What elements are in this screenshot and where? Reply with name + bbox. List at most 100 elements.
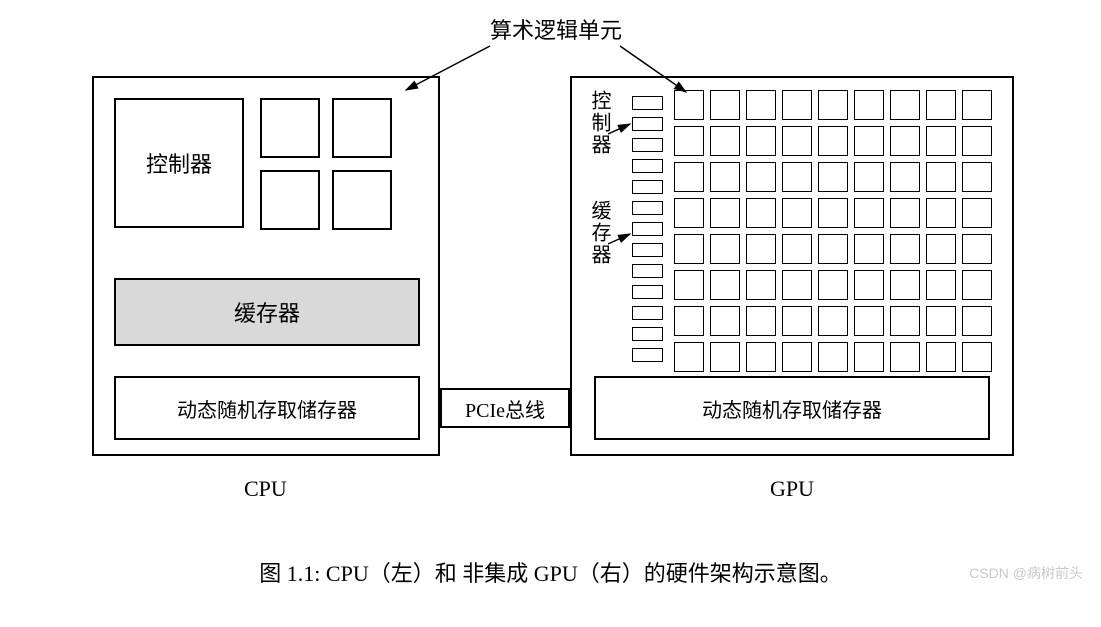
gpu-alu-cell	[746, 234, 776, 264]
gpu-alu-cell	[710, 198, 740, 228]
cpu-alu-cell	[260, 98, 320, 158]
diagram-canvas: 算术逻辑单元 控制器 缓存器 动态随机存取储存器 CPU PCIe总线 控制器 …	[0, 0, 1101, 627]
gpu-side-cell	[632, 222, 663, 236]
gpu-alu-cell	[710, 162, 740, 192]
cpu-alu-cell	[332, 98, 392, 158]
figure-caption: 图 1.1: CPU（左）和 非集成 GPU（右）的硬件架构示意图。	[0, 556, 1101, 588]
gpu-alu-cell	[854, 234, 884, 264]
gpu-alu-cell	[926, 126, 956, 156]
cpu-cache-label: 缓存器	[234, 296, 300, 328]
cpu-alu-cell	[332, 170, 392, 230]
gpu-alu-cell	[782, 342, 812, 372]
gpu-alu-cell	[674, 234, 704, 264]
gpu-alu-cell	[782, 306, 812, 336]
gpu-alu-cell	[710, 126, 740, 156]
gpu-alu-cell	[926, 90, 956, 120]
cpu-controller: 控制器	[114, 98, 244, 228]
gpu-alu-cell	[674, 306, 704, 336]
gpu-side-cell	[632, 348, 663, 362]
gpu-dram: 动态随机存取储存器	[594, 376, 990, 440]
gpu-side-cell	[632, 327, 663, 341]
gpu-side-cell	[632, 306, 663, 320]
gpu-alu-cell	[890, 270, 920, 300]
gpu-alu-cell	[674, 162, 704, 192]
gpu-alu-cell	[854, 270, 884, 300]
gpu-alu-cell	[782, 90, 812, 120]
gpu-alu-cell	[854, 306, 884, 336]
gpu-alu-cell	[746, 90, 776, 120]
cpu-dram-label: 动态随机存取储存器	[177, 394, 357, 423]
gpu-side-cell	[632, 201, 663, 215]
gpu-alu-cell	[854, 198, 884, 228]
gpu-alu-cell	[818, 90, 848, 120]
gpu-alu-cell	[746, 306, 776, 336]
gpu-side-cell	[632, 180, 663, 194]
gpu-alu-cell	[674, 126, 704, 156]
gpu-alu-cell	[890, 90, 920, 120]
gpu-alu-cell	[818, 198, 848, 228]
gpu-alu-cell	[782, 198, 812, 228]
gpu-side-cell	[632, 264, 663, 278]
gpu-alu-cell	[962, 234, 992, 264]
gpu-alu-cell	[674, 90, 704, 120]
gpu-alu-cell	[710, 270, 740, 300]
gpu-alu-cell	[890, 126, 920, 156]
gpu-alu-cell	[926, 270, 956, 300]
gpu-alu-cell	[926, 234, 956, 264]
gpu-alu-cell	[818, 162, 848, 192]
pcie-label: PCIe总线	[465, 394, 545, 423]
gpu-alu-cell	[782, 126, 812, 156]
gpu-alu-cell	[710, 90, 740, 120]
gpu-alu-cell	[926, 162, 956, 192]
cpu-alu-cell	[260, 170, 320, 230]
gpu-alu-cell	[782, 270, 812, 300]
gpu-alu-cell	[674, 342, 704, 372]
caption-prefix: 图 1.1:	[259, 561, 326, 586]
gpu-dram-label: 动态随机存取储存器	[702, 394, 882, 423]
gpu-alu-cell	[818, 270, 848, 300]
gpu-alu-cell	[818, 306, 848, 336]
gpu-alu-cell	[674, 198, 704, 228]
gpu-side-cell	[632, 159, 663, 173]
gpu-alu-cell	[962, 198, 992, 228]
alu-label: 算术逻辑单元	[490, 13, 622, 45]
gpu-alu-cell	[926, 342, 956, 372]
caption-body: CPU（左）和 非集成 GPU（右）的硬件架构示意图。	[326, 561, 842, 586]
gpu-side-cell	[632, 243, 663, 257]
gpu-alu-cell	[962, 270, 992, 300]
gpu-alu-cell	[890, 162, 920, 192]
gpu-side-cell	[632, 117, 663, 131]
gpu-alu-cell	[962, 342, 992, 372]
gpu-alu-cell	[710, 234, 740, 264]
cpu-bottom-label: CPU	[244, 476, 287, 502]
gpu-controller-label: 控制器	[585, 90, 614, 156]
gpu-alu-cell	[890, 198, 920, 228]
gpu-alu-cell	[818, 342, 848, 372]
gpu-alu-cell	[890, 342, 920, 372]
gpu-alu-cell	[674, 270, 704, 300]
gpu-alu-cell	[746, 162, 776, 192]
gpu-alu-cell	[854, 90, 884, 120]
gpu-alu-cell	[782, 162, 812, 192]
gpu-alu-cell	[962, 126, 992, 156]
gpu-side-cell	[632, 96, 663, 110]
gpu-alu-cell	[854, 126, 884, 156]
gpu-alu-cell	[890, 306, 920, 336]
gpu-alu-cell	[818, 126, 848, 156]
gpu-cache-label: 缓存器	[585, 200, 614, 266]
gpu-alu-cell	[962, 90, 992, 120]
gpu-alu-cell	[962, 162, 992, 192]
gpu-alu-cell	[926, 306, 956, 336]
gpu-alu-cell	[962, 306, 992, 336]
gpu-alu-cell	[926, 198, 956, 228]
gpu-alu-cell	[710, 306, 740, 336]
gpu-side-cell	[632, 285, 663, 299]
gpu-alu-cell	[854, 342, 884, 372]
gpu-alu-cell	[746, 198, 776, 228]
gpu-alu-cell	[746, 342, 776, 372]
pcie-bus: PCIe总线	[440, 388, 570, 428]
gpu-alu-cell	[782, 234, 812, 264]
gpu-alu-cell	[890, 234, 920, 264]
cpu-controller-label: 控制器	[146, 147, 212, 179]
watermark: CSDN @病树前头	[969, 563, 1083, 583]
